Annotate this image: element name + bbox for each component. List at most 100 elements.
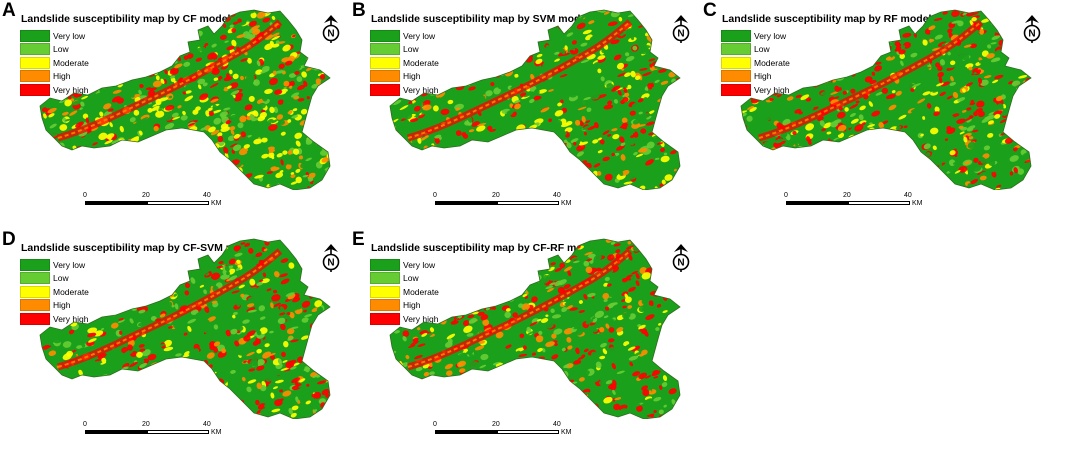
scale-tick: 40 [203, 421, 211, 428]
legend-swatch [370, 258, 400, 271]
panel-c: C Landslide susceptibility map by RF mod… [703, 0, 1043, 210]
scale-unit: KM [561, 429, 572, 436]
legend-item: Moderate [20, 56, 89, 69]
north-arrow-icon: N [1023, 15, 1041, 43]
scale-tick: 0 [83, 421, 87, 428]
scale-tick: 0 [433, 192, 437, 199]
map-title: Landslide susceptibility map by CF-RF mo… [371, 242, 598, 254]
legend-item: Very high [721, 83, 790, 96]
north-label: N [677, 258, 684, 269]
legend-swatch [370, 299, 400, 311]
scale-tick: 20 [492, 421, 500, 428]
study-area-boundary [740, 9, 1032, 190]
legend-item: Low [370, 272, 439, 285]
legend-label: Moderate [53, 57, 89, 68]
legend-label: Low [403, 44, 419, 54]
susceptibility-map [389, 238, 681, 419]
legend-item: Very high [370, 312, 439, 325]
legend-swatch [20, 258, 50, 271]
north-arrow-icon: N [322, 244, 340, 272]
scale-unit: KM [912, 200, 923, 207]
legend-label: Low [754, 44, 770, 54]
scale-bar: 0 20 40 KM [404, 192, 614, 210]
legend-item: Very low [721, 29, 790, 42]
legend-swatch [721, 29, 751, 42]
scale-bar: 0 20 40 KM [404, 421, 614, 439]
map-texture [40, 239, 330, 419]
north-arrow-icon: N [672, 15, 690, 43]
legend-swatch [721, 70, 751, 82]
legend-item: Moderate [370, 285, 439, 298]
scale-tick: 0 [784, 192, 788, 199]
susceptibility-map [740, 9, 1032, 190]
legend-label: Very high [403, 84, 439, 95]
map-texture [390, 10, 680, 190]
scale-segment-white [147, 201, 209, 205]
panel-letter: A [2, 0, 16, 21]
study-area-boundary [39, 9, 331, 190]
scale-segment-white [147, 430, 209, 434]
scale-unit: KM [211, 200, 222, 207]
susceptibility-map [39, 238, 331, 419]
scale-tick: 20 [492, 192, 500, 199]
legend-swatch [721, 56, 751, 69]
legend-label: Low [403, 273, 419, 283]
scale-unit: KM [211, 429, 222, 436]
scale-tick: 40 [553, 421, 561, 428]
scale-bar: 0 20 40 KM [755, 192, 965, 210]
legend-item: Very low [20, 258, 89, 271]
legend-label: Very high [754, 84, 790, 95]
legend-item: Very high [370, 83, 439, 96]
scale-unit: KM [561, 200, 572, 207]
scale-segment-white [497, 201, 559, 205]
legend-item: Low [370, 43, 439, 56]
scale-segment-white [497, 430, 559, 434]
north-arrow-icon: N [322, 15, 340, 43]
legend-swatch [370, 43, 400, 55]
map-texture [390, 239, 680, 419]
legend-swatch [370, 29, 400, 42]
legend-label: Very high [53, 313, 89, 324]
legend-swatch [370, 56, 400, 69]
legend-label: Moderate [403, 57, 439, 68]
scale-tick: 40 [904, 192, 912, 199]
legend-swatch [370, 272, 400, 284]
legend-item: Very low [20, 29, 89, 42]
scale-tick: 0 [83, 192, 87, 199]
study-area-boundary [389, 238, 681, 419]
legend-label: Moderate [53, 286, 89, 297]
scale-segment-black [435, 201, 497, 205]
legend-swatch [20, 312, 50, 325]
legend-item: Moderate [20, 285, 89, 298]
legend-label: Very low [53, 30, 86, 41]
legend-item: Very high [20, 83, 89, 96]
map-title: Landslide susceptibility map by CF-SVM m… [21, 242, 257, 254]
panel-a: A Landslide susceptibility map by CF mod… [2, 0, 342, 210]
legend-label: Moderate [403, 286, 439, 297]
legend-label: High [403, 300, 421, 310]
legend: Very low Low Moderate High Very high [370, 258, 439, 326]
legend: Very low Low Moderate High Very high [721, 29, 790, 97]
north-label: N [327, 258, 334, 269]
map-texture [40, 10, 330, 190]
panel-b: B Landslide susceptibility map by SVM mo… [352, 0, 692, 210]
legend-item: Very low [370, 29, 439, 42]
map-title: Landslide susceptibility map by CF model [21, 13, 231, 25]
legend-item: High [370, 299, 439, 312]
scale-segment-white [848, 201, 910, 205]
legend-item: Low [721, 43, 790, 56]
legend-item: Moderate [370, 56, 439, 69]
study-area-boundary [39, 238, 331, 419]
scale-segment-black [435, 430, 497, 434]
panel-letter: E [352, 229, 365, 250]
scale-bar: 0 20 40 KM [54, 192, 264, 210]
legend-label: Very low [403, 259, 436, 270]
susceptibility-map [389, 9, 681, 190]
legend-swatch [370, 70, 400, 82]
panel-d: D Landslide susceptibility map by CF-SVM… [2, 229, 342, 439]
legend-item: High [20, 70, 89, 83]
scale-segment-black [85, 201, 147, 205]
map-title: Landslide susceptibility map by SVM mode… [371, 13, 590, 25]
legend-label: Low [53, 44, 69, 54]
legend-swatch [721, 43, 751, 55]
